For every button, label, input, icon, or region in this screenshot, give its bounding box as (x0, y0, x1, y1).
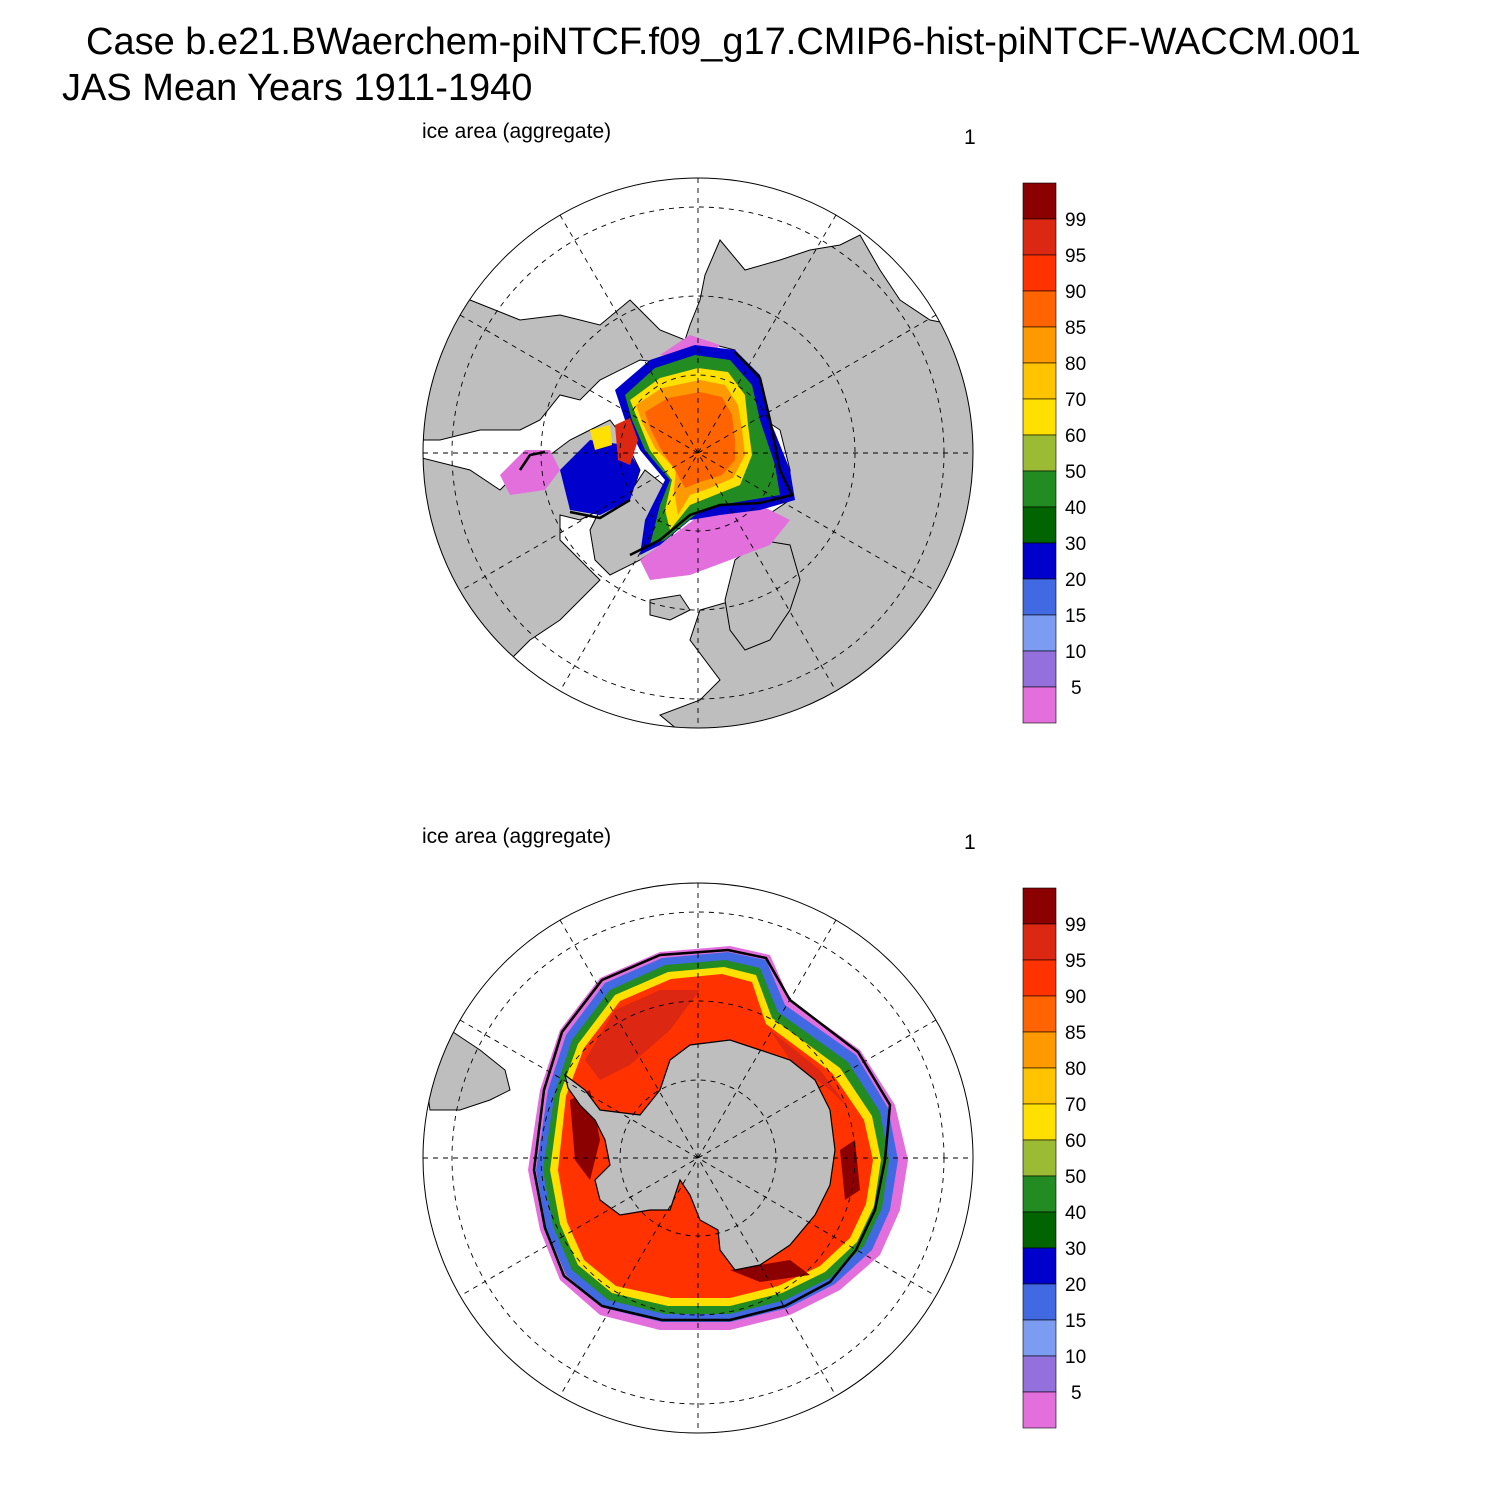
north-colorbar-tick-label: 40 (1065, 498, 1086, 519)
south-colorbar-tick-label: 10 (1065, 1347, 1086, 1368)
north-colorbar: 99 95 90 85 80 70 60 50 40 30 20 15 10 5 (1022, 182, 1086, 724)
north-colorbar-box (1022, 470, 1057, 508)
north-colorbar-box (1022, 650, 1057, 688)
ice-band-99 (770, 1030, 850, 1110)
south-colorbar-box (1022, 1391, 1057, 1429)
figure-title: Case b.e21.BWaerchem-piNTCF.f09_g17.CMIP… (86, 21, 1361, 63)
north-colorbar-tick-label: 50 (1065, 462, 1086, 483)
panel-1-label: ice area (aggregate) (422, 120, 612, 143)
panel-1-number: 1 (964, 126, 976, 149)
south-colorbar-tick-label: 30 (1065, 1239, 1086, 1260)
south-colorbar-tick-label: 85 (1065, 1023, 1086, 1044)
south-colorbar-tick-label: 5 (1071, 1383, 1082, 1404)
south-colorbar-tick-label: 95 (1065, 951, 1086, 972)
panel-2-label: ice area (aggregate) (422, 825, 612, 848)
north-colorbar-tick-label: 80 (1065, 354, 1086, 375)
south-colorbar-tick-label: 99 (1065, 915, 1086, 936)
south-colorbar-box (1022, 1355, 1057, 1393)
north-colorbar-tick-label: 30 (1065, 534, 1086, 555)
ice-band-5 (640, 505, 790, 580)
south-colorbar-box (1022, 1103, 1057, 1141)
ice-band-70 (590, 425, 612, 450)
north-colorbar-box (1022, 542, 1057, 580)
north-colorbar-box (1022, 182, 1057, 220)
north-colorbar-box (1022, 434, 1057, 472)
south-colorbar-tick-label: 60 (1065, 1131, 1086, 1152)
ice-band-90 (645, 392, 735, 488)
south-colorbar: 99 95 90 85 80 70 60 50 40 30 20 15 10 5 (1022, 887, 1086, 1429)
north-colorbar-tick-label: 20 (1065, 570, 1086, 591)
south-map-border (422, 882, 974, 1434)
north-colorbar-tick-label: 5 (1071, 678, 1082, 699)
south-colorbar-box (1022, 1139, 1057, 1177)
north-colorbar-box (1022, 398, 1057, 436)
south-colorbar-box (1022, 1175, 1057, 1213)
north-colorbar-box (1022, 254, 1057, 292)
south-colorbar-tick-label: 20 (1065, 1275, 1086, 1296)
north-colorbar-box (1022, 362, 1057, 400)
ice-band-100 (730, 1260, 810, 1282)
south-graticule (423, 883, 973, 1433)
south-colorbar-box (1022, 887, 1057, 925)
north-colorbar-tick-label: 15 (1065, 606, 1086, 627)
south-colorbar-box (1022, 1211, 1057, 1249)
south-colorbar-box (1022, 1247, 1057, 1285)
north-graticule (423, 178, 973, 728)
north-colorbar-box (1022, 686, 1057, 724)
south-colorbar-tick-label: 40 (1065, 1203, 1086, 1224)
north-colorbar-box (1022, 506, 1057, 544)
land-eurasia (423, 234, 973, 728)
south-ice-edge-contour (532, 948, 892, 1322)
north-colorbar-tick-label: 70 (1065, 390, 1086, 411)
north-colorbar-box (1022, 218, 1057, 256)
ice-band-5 (500, 450, 560, 495)
south-colorbar-box (1022, 1067, 1057, 1105)
north-colorbar-tick-label: 99 (1065, 210, 1086, 231)
north-colorbar-box (1022, 578, 1057, 616)
figure-subtitle: JAS Mean Years 1911-1940 (62, 67, 533, 109)
north-colorbar-tick-label: 85 (1065, 318, 1086, 339)
north-ice-edge-contour (518, 351, 794, 557)
south-colorbar-box (1022, 1031, 1057, 1069)
panel-2-number: 1 (964, 831, 976, 854)
south-colorbar-box (1022, 995, 1057, 1033)
north-colorbar-tick-label: 60 (1065, 426, 1086, 447)
south-colorbar-box (1022, 1283, 1057, 1321)
south-colorbar-tick-label: 80 (1065, 1059, 1086, 1080)
north-map-border (422, 177, 974, 729)
north-colorbar-box (1022, 326, 1057, 364)
south-colorbar-box (1022, 1319, 1057, 1357)
ice-band-99 (615, 418, 638, 465)
north-colorbar-tick-label: 90 (1065, 282, 1086, 303)
south-colorbar-box (1022, 959, 1057, 997)
ice-band-99 (585, 990, 700, 1080)
south-colorbar-tick-label: 15 (1065, 1311, 1086, 1332)
south-colorbar-tick-label: 90 (1065, 987, 1086, 1008)
land-scandinavia (724, 539, 801, 651)
south-colorbar-tick-label: 50 (1065, 1167, 1086, 1188)
south-colorbar-box (1022, 923, 1057, 961)
south-colorbar-tick-label: 70 (1065, 1095, 1086, 1116)
north-colorbar-tick-label: 10 (1065, 642, 1086, 663)
north-colorbar-tick-label: 95 (1065, 246, 1086, 267)
